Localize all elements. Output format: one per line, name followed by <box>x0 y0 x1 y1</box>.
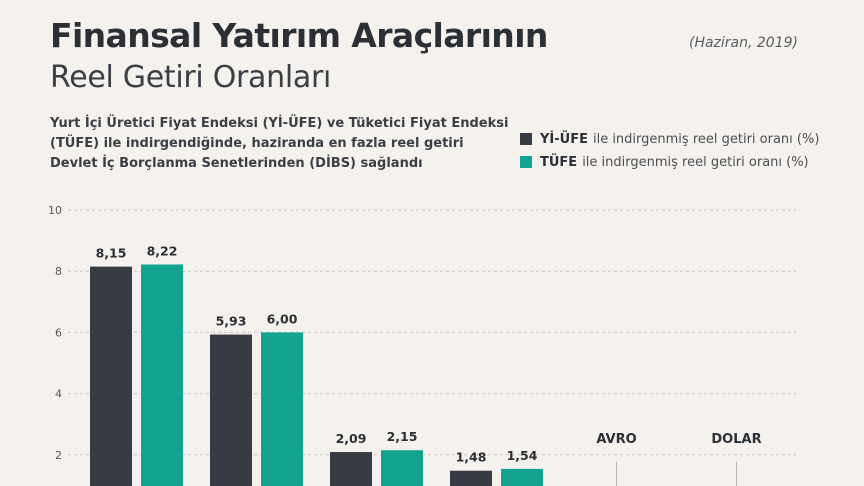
legend: Yİ-ÜFE ile indirgenmiş reel getiri oranı… <box>520 129 819 175</box>
bar <box>330 452 372 486</box>
subtitle-line: Yurt İçi Üretici Fiyat Endeksi (Yİ-ÜFE) … <box>50 116 509 131</box>
chart-subtitle: Yurt İçi Üretici Fiyat Endeksi (Yİ-ÜFE) … <box>50 114 509 174</box>
y-tick-label: 4 <box>55 388 62 401</box>
bar <box>261 332 303 486</box>
bar <box>501 468 543 486</box>
date-label: (Haziran, 2019) <box>688 35 798 51</box>
subtitle-line: (TÜFE) ile indirgendiğinde, haziranda en… <box>50 136 464 151</box>
data-label: 6,00 <box>267 311 298 326</box>
bar <box>450 470 492 486</box>
bar <box>210 334 252 486</box>
data-label: 5,93 <box>216 314 247 329</box>
chart-title-line2: Reel Getiri Oranları <box>50 60 332 95</box>
y-tick-label: 6 <box>55 326 62 339</box>
legend-item-yiufe: Yİ-ÜFE ile indirgenmiş reel getiri oranı… <box>520 129 819 149</box>
bar <box>90 266 132 486</box>
data-label: 1,48 <box>456 450 487 465</box>
y-tick-label: 10 <box>48 204 62 217</box>
data-label: 2,09 <box>336 431 367 446</box>
chart-title: Finansal Yatırım Araçlarının <box>50 16 548 55</box>
y-tick-label: 8 <box>55 265 62 278</box>
legend-key: Yİ-ÜFE <box>540 131 588 147</box>
data-label: 8,15 <box>96 246 127 261</box>
data-label: 8,22 <box>147 243 178 258</box>
legend-text: ile indirgenmiş reel getiri oranı (%) <box>592 131 820 147</box>
bar <box>381 450 423 486</box>
legend-key: TÜFE <box>540 154 578 170</box>
legend-swatch-yiufe <box>520 133 532 145</box>
legend-text: ile indirgenmiş reel getiri oranı (%) <box>582 154 809 170</box>
legend-swatch-tufe <box>520 156 532 168</box>
data-label: 2,15 <box>387 429 418 444</box>
data-label: 1,54 <box>507 448 538 463</box>
subtitle-line: Devlet İç Borçlanma Senetlerinden (DİBS)… <box>50 156 423 171</box>
y-tick-label: 2 <box>55 449 62 462</box>
category-label: AVRO <box>596 432 636 447</box>
category-label: DOLAR <box>711 432 761 447</box>
bar <box>141 264 183 486</box>
legend-item-tufe: TÜFE ile indirgenmiş reel getiri oranı (… <box>520 152 819 172</box>
